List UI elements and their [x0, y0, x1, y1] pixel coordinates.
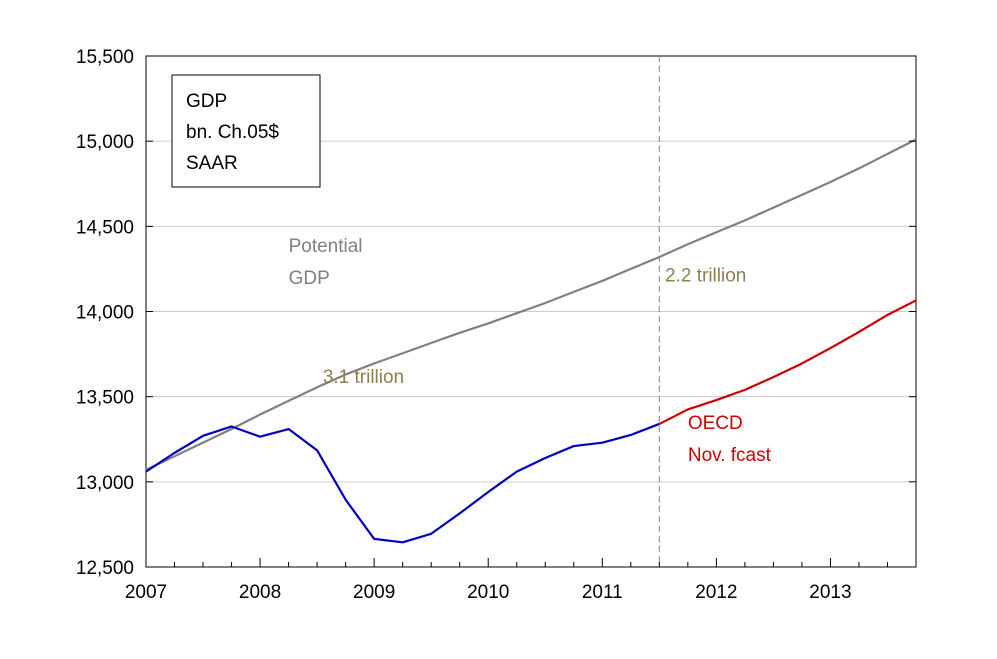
- x-tick-label: 2009: [353, 582, 395, 603]
- x-tick-label: 2012: [695, 582, 737, 603]
- legend-box: GDP bn. Ch.05$ SAAR: [171, 74, 321, 188]
- legend-line-1: GDP: [186, 91, 227, 112]
- oecd-forecast-line: [658, 299, 917, 425]
- annotation-text: Nov. fcast: [688, 445, 772, 466]
- annotation-text: OECD: [688, 413, 743, 434]
- legend-line-3: SAAR: [186, 153, 238, 174]
- x-tick-label: 2008: [239, 582, 281, 603]
- annotations: Potential GDP 2.2 trillion 3.1 trillion OECD…: [289, 236, 772, 466]
- axes: 12,500 13,000 13,500 14,000 14,500 15,000 15,5…: [76, 47, 917, 603]
- y-tick-label: 13,500: [76, 388, 134, 409]
- annotation-oecd: OECD Nov. fcast: [688, 413, 772, 466]
- annotation-text: GDP: [289, 268, 330, 289]
- y-tick-label: 14,000: [76, 303, 134, 324]
- y-tick-label: 15,500: [76, 47, 134, 68]
- legend-line-2: bn. Ch.05$: [186, 122, 279, 143]
- y-tick-label: 14,500: [76, 217, 134, 238]
- annotation-potential: Potential GDP: [289, 236, 363, 289]
- x-tick-label: 2011: [582, 582, 623, 603]
- actual-gdp-line: [145, 422, 660, 544]
- annotation-text: 2.2 trillion: [665, 266, 746, 287]
- series-lines: [145, 138, 917, 544]
- x-tick-label: 2010: [467, 582, 509, 603]
- legend-frame: [171, 74, 321, 188]
- annotation-gap-2011: 2.2 trillion: [665, 266, 746, 287]
- annotation-gap-2009: 3.1 trillion: [323, 367, 404, 388]
- annotation-text: Potential: [289, 236, 363, 257]
- x-tick-label: 2013: [809, 582, 851, 603]
- y-tick-label: 13,000: [76, 473, 134, 494]
- y-tick-label: 12,500: [76, 558, 134, 579]
- x-tick-label: 2007: [125, 582, 167, 603]
- y-tick-label: 15,000: [76, 132, 134, 153]
- annotation-text: 3.1 trillion: [323, 367, 404, 388]
- potential-gdp-line: [145, 138, 917, 471]
